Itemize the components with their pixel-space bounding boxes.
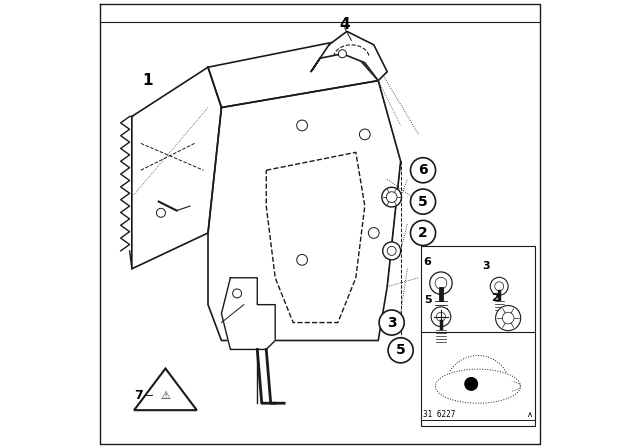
Bar (421, 246, 535, 426)
Circle shape (436, 312, 445, 321)
Circle shape (388, 338, 413, 363)
Circle shape (410, 220, 436, 246)
Circle shape (410, 158, 436, 183)
Polygon shape (266, 152, 365, 323)
Text: 5: 5 (396, 343, 406, 358)
Text: 7: 7 (134, 388, 143, 402)
Text: ∧: ∧ (527, 410, 533, 419)
Circle shape (382, 187, 401, 207)
Circle shape (430, 272, 452, 294)
Text: 2: 2 (418, 226, 428, 240)
Polygon shape (134, 368, 197, 410)
Circle shape (369, 228, 379, 238)
Circle shape (297, 120, 307, 131)
Circle shape (339, 50, 346, 58)
Circle shape (387, 246, 396, 255)
Circle shape (502, 312, 514, 324)
Text: ⚠: ⚠ (161, 392, 170, 401)
Polygon shape (208, 40, 378, 108)
Text: 2: 2 (491, 293, 499, 303)
Circle shape (360, 129, 370, 140)
Text: 1: 1 (142, 73, 153, 88)
Text: 5: 5 (424, 295, 431, 305)
Text: 3: 3 (387, 315, 397, 330)
Text: 4: 4 (339, 17, 350, 32)
Text: 3: 3 (482, 261, 490, 271)
Circle shape (410, 189, 436, 214)
Circle shape (465, 378, 477, 390)
Circle shape (379, 310, 404, 335)
Text: 5: 5 (418, 194, 428, 209)
Circle shape (435, 277, 447, 289)
Polygon shape (132, 67, 221, 269)
Polygon shape (221, 278, 275, 349)
Circle shape (157, 208, 165, 217)
Circle shape (431, 307, 451, 327)
Circle shape (383, 242, 401, 260)
Circle shape (297, 254, 307, 265)
Circle shape (495, 306, 521, 331)
Circle shape (490, 277, 508, 295)
Text: 6: 6 (418, 163, 428, 177)
Circle shape (387, 192, 397, 202)
Circle shape (495, 282, 504, 291)
Text: 6: 6 (424, 257, 431, 267)
Polygon shape (311, 31, 387, 81)
Circle shape (233, 289, 242, 298)
Text: 31 6227: 31 6227 (423, 410, 456, 419)
Polygon shape (208, 81, 401, 340)
